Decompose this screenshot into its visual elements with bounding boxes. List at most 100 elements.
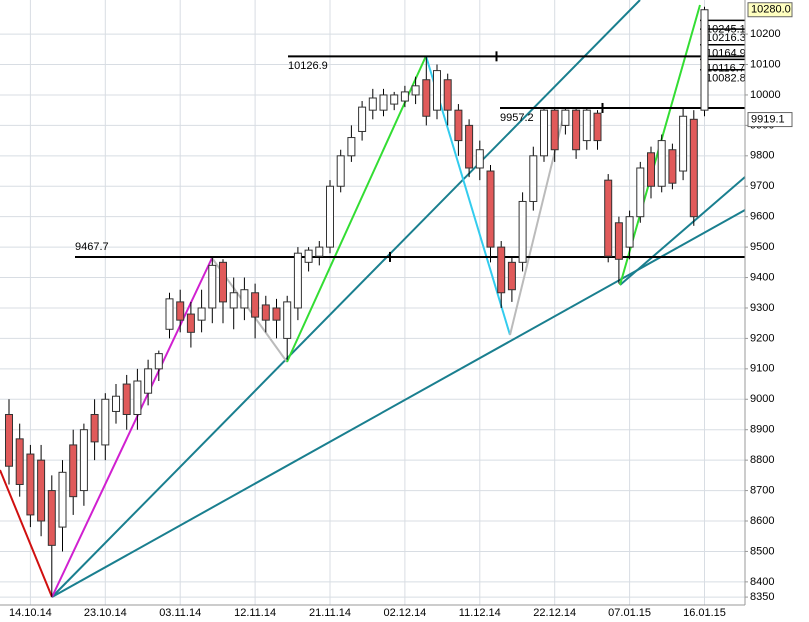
trend-line xyxy=(51,209,746,598)
candle-body xyxy=(176,301,185,321)
x-tick-label: 07.01.15 xyxy=(608,607,651,619)
candle-body xyxy=(540,109,548,157)
candle-body xyxy=(304,249,313,263)
price-box xyxy=(747,112,793,128)
candle-body xyxy=(647,152,655,187)
candle-body xyxy=(454,109,463,142)
candle-body xyxy=(368,97,377,111)
x-tick-label: 22.12.14 xyxy=(533,607,576,619)
candle-body xyxy=(657,140,666,187)
candle-body xyxy=(614,222,623,260)
price-label: 10280.0 xyxy=(751,4,791,16)
candle-body xyxy=(186,313,195,333)
zigzag xyxy=(286,55,427,363)
x-tick-label: 12.11.14 xyxy=(234,607,276,619)
levels: 9467.710126.99957.210245.110216.310164.9… xyxy=(75,19,746,262)
candle-body xyxy=(636,167,645,218)
candle-body xyxy=(507,261,516,291)
candle-body xyxy=(283,301,292,339)
zigzag xyxy=(0,469,53,598)
candle-body xyxy=(679,115,688,172)
candle-body xyxy=(582,109,591,142)
candle-body xyxy=(518,200,527,263)
candles xyxy=(5,6,709,598)
candle-body xyxy=(379,94,388,111)
x-tick-label: 14.10.14 xyxy=(9,607,52,619)
candle-body xyxy=(347,137,356,157)
candle-body xyxy=(208,264,217,309)
candle-body xyxy=(497,246,506,294)
candle-body xyxy=(90,413,99,443)
candle-body xyxy=(315,246,324,257)
y-tick-label: 10000 xyxy=(750,89,781,101)
level-label: 9957.2 xyxy=(500,112,534,124)
candle-body xyxy=(411,85,420,96)
candle-body xyxy=(197,307,206,321)
y-tick-label: 9200 xyxy=(750,332,774,344)
y-tick-label: 9500 xyxy=(750,241,774,253)
y-tick-label: 8600 xyxy=(750,515,774,527)
y-tick-label: 8400 xyxy=(750,576,774,588)
candle-body xyxy=(550,109,559,151)
candle-body xyxy=(37,459,46,522)
candle-body xyxy=(79,429,88,492)
candle-body xyxy=(689,118,698,218)
trend-lines xyxy=(0,0,746,598)
x-tick-label: 23.10.14 xyxy=(84,607,127,619)
candle-body xyxy=(529,155,538,202)
candle-body xyxy=(251,292,260,318)
candle-body xyxy=(101,398,110,446)
candle-body xyxy=(58,471,67,528)
candle-body xyxy=(5,413,13,467)
candle-body xyxy=(486,170,495,248)
x-tick-label: 16.01.15 xyxy=(683,607,726,619)
y-tick-label: 9000 xyxy=(750,393,774,405)
price-box xyxy=(747,2,793,18)
y-tick-label: 8900 xyxy=(750,424,774,436)
y-tick-label: 9300 xyxy=(750,302,774,314)
y-tick-label: 9100 xyxy=(750,363,774,375)
candle-body xyxy=(154,353,163,370)
price-label: 10164.9 xyxy=(706,48,746,60)
candle-body xyxy=(475,149,484,169)
candle-body xyxy=(165,298,174,330)
candle-body xyxy=(358,106,367,132)
candle-body xyxy=(15,438,24,485)
candle-body xyxy=(272,307,281,321)
candle-body xyxy=(700,9,709,111)
price-label: 9919.1 xyxy=(751,113,785,125)
candle-body xyxy=(465,124,474,169)
level-label: 9467.7 xyxy=(75,241,109,253)
y-tick-label: 9400 xyxy=(750,271,774,283)
y-tick-label: 10200 xyxy=(750,28,781,40)
candle-body xyxy=(293,252,302,309)
trend-line xyxy=(619,176,746,286)
candle-body xyxy=(144,368,153,394)
y-tick-label: 8500 xyxy=(750,545,774,557)
candle-body xyxy=(400,91,409,102)
y-tick-label: 9800 xyxy=(750,150,774,162)
y-tick-label: 8800 xyxy=(750,454,774,466)
y-tick-label: 8700 xyxy=(750,484,774,496)
candle-body xyxy=(561,109,570,126)
x-tick-label: 03.11.14 xyxy=(159,607,201,619)
candle-body xyxy=(593,112,602,142)
y-tick-label: 9700 xyxy=(750,180,774,192)
trend-line xyxy=(51,0,641,598)
candle-body xyxy=(69,444,78,498)
y-tick-label: 8350 xyxy=(750,591,774,603)
x-tick-label: 21.11.14 xyxy=(309,607,351,619)
x-tick-label: 02.12.14 xyxy=(383,607,426,619)
level-label: 10126.9 xyxy=(288,60,328,72)
candle-body xyxy=(326,185,334,248)
x-tick-label: 11.12.14 xyxy=(459,607,501,619)
candle-body xyxy=(572,109,581,151)
zigzag xyxy=(51,257,213,598)
candle-body xyxy=(122,383,131,415)
grid xyxy=(0,0,745,605)
y-tick-label: 10100 xyxy=(750,58,781,70)
candle-body xyxy=(604,179,613,257)
candle-body xyxy=(240,289,249,309)
candle-body xyxy=(422,79,431,117)
